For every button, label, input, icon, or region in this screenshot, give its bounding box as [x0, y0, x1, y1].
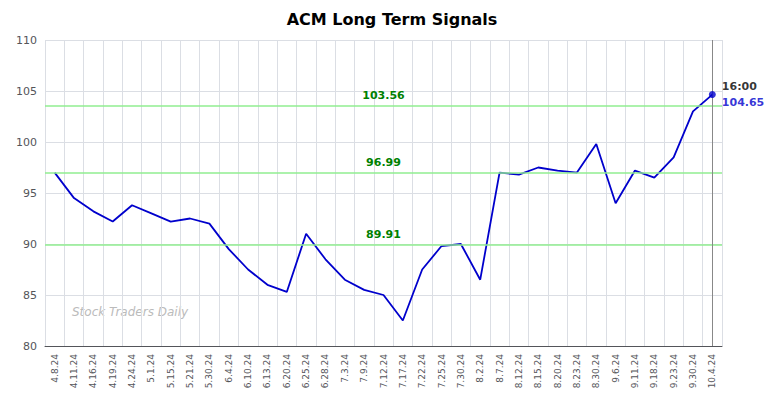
svg-text:7.17.24: 7.17.24 — [398, 354, 408, 389]
svg-text:6.28.24: 6.28.24 — [320, 354, 330, 389]
svg-text:Stock Traders Daily: Stock Traders Daily — [72, 305, 189, 319]
svg-text:5.21.24: 5.21.24 — [185, 354, 195, 389]
svg-text:9.23.24: 9.23.24 — [669, 354, 679, 389]
svg-text:6.4.24: 6.4.24 — [224, 354, 234, 383]
svg-text:90: 90 — [23, 238, 37, 251]
svg-text:8.23.24: 8.23.24 — [572, 354, 582, 389]
svg-text:8.15.24: 8.15.24 — [533, 354, 543, 389]
svg-text:8.20.24: 8.20.24 — [553, 354, 563, 389]
svg-text:5.30.24: 5.30.24 — [204, 354, 214, 389]
svg-text:80: 80 — [23, 340, 37, 353]
svg-text:8.2.24: 8.2.24 — [475, 354, 485, 383]
svg-text:ACM Long Term Signals: ACM Long Term Signals — [287, 10, 498, 29]
svg-text:4.11.24: 4.11.24 — [69, 354, 79, 389]
svg-text:103.56: 103.56 — [362, 89, 405, 102]
svg-text:9.6.24: 9.6.24 — [611, 354, 621, 383]
svg-text:6.13.24: 6.13.24 — [262, 354, 272, 389]
svg-text:7.25.24: 7.25.24 — [437, 354, 447, 389]
svg-text:9.11.24: 9.11.24 — [630, 354, 640, 389]
svg-text:10.4.24: 10.4.24 — [707, 354, 717, 389]
svg-text:8.30.24: 8.30.24 — [591, 354, 601, 389]
svg-text:8.7.24: 8.7.24 — [495, 354, 505, 383]
svg-text:7.3.24: 7.3.24 — [340, 354, 350, 383]
svg-text:4.24.24: 4.24.24 — [127, 354, 137, 389]
svg-text:6.20.24: 6.20.24 — [282, 354, 292, 389]
svg-text:6.10.24: 6.10.24 — [243, 354, 253, 389]
svg-text:7.9.24: 7.9.24 — [359, 354, 369, 383]
svg-text:4.8.24: 4.8.24 — [50, 354, 60, 383]
svg-text:110: 110 — [16, 34, 37, 47]
svg-text:104.65: 104.65 — [722, 96, 764, 109]
svg-text:16:00: 16:00 — [722, 80, 757, 93]
svg-text:9.18.24: 9.18.24 — [649, 354, 659, 389]
svg-text:7.12.24: 7.12.24 — [379, 354, 389, 389]
svg-text:89.91: 89.91 — [366, 228, 401, 241]
svg-text:5.1.24: 5.1.24 — [146, 354, 156, 383]
svg-text:105: 105 — [16, 85, 37, 98]
svg-text:5.15.24: 5.15.24 — [166, 354, 176, 389]
svg-text:4.19.24: 4.19.24 — [108, 354, 118, 389]
svg-text:9.30.24: 9.30.24 — [688, 354, 698, 389]
svg-text:7.22.24: 7.22.24 — [417, 354, 427, 389]
svg-text:8.12.24: 8.12.24 — [514, 354, 524, 389]
svg-text:4.16.24: 4.16.24 — [88, 354, 98, 389]
svg-text:100: 100 — [16, 136, 37, 149]
svg-text:6.25.24: 6.25.24 — [301, 354, 311, 389]
svg-text:7.30.24: 7.30.24 — [456, 354, 466, 389]
svg-text:95: 95 — [23, 187, 37, 200]
svg-text:96.99: 96.99 — [366, 156, 401, 169]
svg-text:85: 85 — [23, 289, 37, 302]
